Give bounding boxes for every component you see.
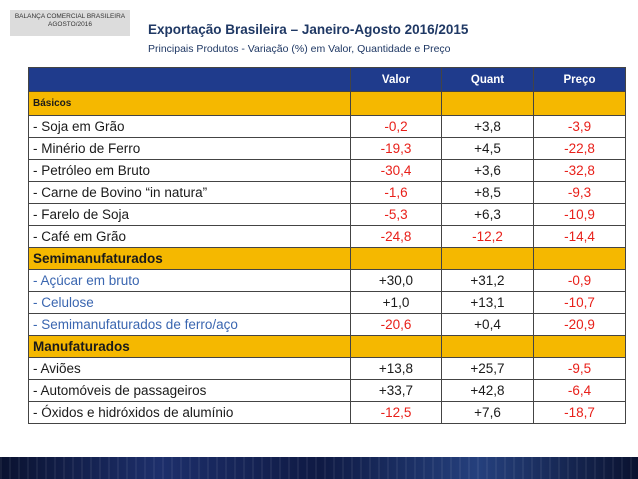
table-row: - Petróleo em Bruto -30,4 +3,6 -32,8 <box>28 159 626 182</box>
valor-cell: +13,8 <box>350 357 442 380</box>
section-empty-cell <box>350 91 442 116</box>
product-label: - Semimanufaturados de ferro/aço <box>28 313 351 336</box>
product-label: - Carne de Bovino “in natura” <box>28 181 351 204</box>
preco-cell: -6,4 <box>533 379 626 402</box>
preco-cell: -3,9 <box>533 115 626 138</box>
preco-cell: -9,5 <box>533 357 626 380</box>
quant-cell: +3,6 <box>441 159 534 182</box>
valor-cell: +30,0 <box>350 269 442 292</box>
valor-cell: -0,2 <box>350 115 442 138</box>
table-row: - Aviões +13,8 +25,7 -9,5 <box>28 357 626 380</box>
preco-cell: -22,8 <box>533 137 626 160</box>
table-row: - Óxidos e hidróxidos de alumínio -12,5 +7… <box>28 401 626 424</box>
table-row: - Semimanufaturados de ferro/aço -20,6 +0,… <box>28 313 626 336</box>
preco-cell: -32,8 <box>533 159 626 182</box>
valor-cell: -24,8 <box>350 225 442 248</box>
valor-cell: -30,4 <box>350 159 442 182</box>
quant-cell: +42,8 <box>441 379 534 402</box>
table-row: - Carne de Bovino “in natura” -1,6 +8,5 -9,… <box>28 181 626 204</box>
product-label: - Aviões <box>28 357 351 380</box>
section-row: Semimanufaturados <box>28 247 626 270</box>
quant-cell: +3,8 <box>441 115 534 138</box>
header-valor: Valor <box>350 67 442 92</box>
section-empty-cell <box>533 91 626 116</box>
section-row: Manufaturados <box>28 335 626 358</box>
page-title: Exportação Brasileira – Janeiro-Agosto 2… <box>148 22 469 37</box>
product-label: - Farelo de Soja <box>28 203 351 226</box>
section-empty-cell <box>533 335 626 358</box>
section-empty-cell <box>441 335 534 358</box>
export-variation-table: Valor Quant Preço Básicos - Soja em Grão -… <box>28 67 626 424</box>
corner-label-line1: BALANÇA COMERCIAL BRASILEIRA <box>14 13 126 20</box>
footer-texture <box>0 457 638 479</box>
quant-cell: -12,2 <box>441 225 534 248</box>
table-row: - Soja em Grão -0,2 +3,8 -3,9 <box>28 115 626 138</box>
valor-cell: -20,6 <box>350 313 442 336</box>
valor-cell: -1,6 <box>350 181 442 204</box>
preco-cell: -20,9 <box>533 313 626 336</box>
table-header-row: Valor Quant Preço <box>28 67 626 92</box>
table-row: - Café em Grão -24,8 -12,2 -14,4 <box>28 225 626 248</box>
product-label: - Celulose <box>28 291 351 314</box>
preco-cell: -10,9 <box>533 203 626 226</box>
product-label: - Açúcar em bruto <box>28 269 351 292</box>
preco-cell: -10,7 <box>533 291 626 314</box>
product-label: - Minério de Ferro <box>28 137 351 160</box>
section-label: Semimanufaturados <box>28 247 351 270</box>
page-subtitle: Principais Produtos - Variação (%) em Va… <box>148 43 451 55</box>
quant-cell: +4,5 <box>441 137 534 160</box>
table-row: - Farelo de Soja -5,3 +6,3 -10,9 <box>28 203 626 226</box>
quant-cell: +6,3 <box>441 203 534 226</box>
table-row: - Automóveis de passageiros +33,7 +42,8 -6,… <box>28 379 626 402</box>
quant-cell: +0,4 <box>441 313 534 336</box>
valor-cell: +33,7 <box>350 379 442 402</box>
valor-cell: -5,3 <box>350 203 442 226</box>
section-empty-cell <box>350 335 442 358</box>
valor-cell: +1,0 <box>350 291 442 314</box>
quant-cell: +8,5 <box>441 181 534 204</box>
quant-cell: +31,2 <box>441 269 534 292</box>
preco-cell: -14,4 <box>533 225 626 248</box>
table-row: - Açúcar em bruto +30,0 +31,2 -0,9 <box>28 269 626 292</box>
valor-cell: -19,3 <box>350 137 442 160</box>
preco-cell: -18,7 <box>533 401 626 424</box>
product-label: - Café em Grão <box>28 225 351 248</box>
section-empty-cell <box>441 91 534 116</box>
footer-banner <box>0 457 638 479</box>
product-label: - Óxidos e hidróxidos de alumínio <box>28 401 351 424</box>
header-product <box>28 67 351 92</box>
section-empty-cell <box>533 247 626 270</box>
product-label: - Automóveis de passageiros <box>28 379 351 402</box>
corner-label-box: BALANÇA COMERCIAL BRASILEIRA AGOSTO/2016 <box>10 10 130 36</box>
table-row: - Minério de Ferro -19,3 +4,5 -22,8 <box>28 137 626 160</box>
preco-cell: -9,3 <box>533 181 626 204</box>
section-label: Manufaturados <box>28 335 351 358</box>
quant-cell: +25,7 <box>441 357 534 380</box>
table-row: - Celulose +1,0 +13,1 -10,7 <box>28 291 626 314</box>
valor-cell: -12,5 <box>350 401 442 424</box>
product-label: - Soja em Grão <box>28 115 351 138</box>
corner-label-line2: AGOSTO/2016 <box>48 21 92 28</box>
product-label: - Petróleo em Bruto <box>28 159 351 182</box>
quant-cell: +13,1 <box>441 291 534 314</box>
quant-cell: +7,6 <box>441 401 534 424</box>
section-empty-cell <box>350 247 442 270</box>
header-preco: Preço <box>533 67 626 92</box>
header-quant: Quant <box>441 67 534 92</box>
section-empty-cell <box>441 247 534 270</box>
section-row: Básicos <box>28 91 626 116</box>
section-label: Básicos <box>28 91 351 116</box>
preco-cell: -0,9 <box>533 269 626 292</box>
